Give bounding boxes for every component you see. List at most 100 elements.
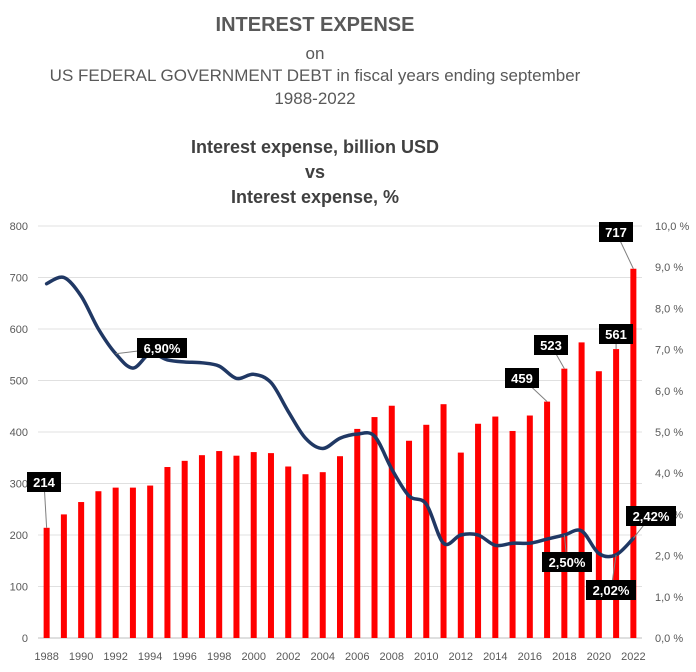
bar: [371, 417, 378, 638]
bar: [423, 424, 430, 638]
bar: [164, 467, 171, 638]
y-right-tick-label: 5,0 %: [655, 427, 683, 439]
bar: [95, 491, 102, 638]
y-right-tick-label: 7,0 %: [655, 345, 683, 357]
bar: [181, 460, 188, 638]
y-axis-right: 0,0 %1,0 %2,0 %3,0 %4,0 %5,0 %6,0 %7,0 %…: [655, 221, 689, 645]
bar: [319, 472, 326, 638]
y-left-tick-label: 100: [10, 582, 28, 594]
callout-box: [599, 222, 633, 242]
y-left-tick-label: 0: [22, 633, 28, 645]
bar: [613, 349, 620, 638]
chart-title-line3: 1988-2022: [274, 89, 356, 108]
y-right-tick-label: 0,0 %: [655, 633, 683, 645]
bar: [267, 453, 274, 638]
bar: [544, 401, 551, 638]
bar: [233, 455, 240, 638]
bar: [492, 416, 499, 638]
callout-box: [27, 472, 61, 492]
data-label: 561: [605, 327, 627, 342]
x-tick-label: 1988: [34, 651, 58, 663]
data-label: 523: [540, 338, 562, 353]
bar: [250, 452, 257, 638]
bar: [147, 485, 154, 638]
x-tick-label: 2004: [311, 651, 335, 663]
x-tick-label: 2020: [587, 651, 611, 663]
bar: [216, 451, 223, 638]
data-label: 2,50%: [549, 555, 586, 570]
x-axis: 1988 1990 1992 1994 1996 1998 2000 2002 2004 2006…: [34, 651, 645, 663]
x-tick-label: 1998: [207, 651, 231, 663]
bar: [43, 527, 50, 638]
data-labels: 214 459 523 561 717 6,90% 2,50% 2,02% 2,42%: [27, 222, 676, 600]
bar: [78, 502, 85, 638]
x-tick-label: 1996: [172, 651, 196, 663]
x-tick-label: 2010: [414, 651, 438, 663]
chart-title-line1: on: [305, 44, 325, 63]
data-label: 2,02%: [593, 583, 630, 598]
callout-box: [542, 552, 592, 572]
y-left-tick-label: 200: [10, 530, 28, 542]
chart-subtitle-3: Interest expense, %: [230, 187, 400, 207]
bar: [337, 456, 343, 638]
y-left-tick-label: 300: [10, 479, 28, 491]
data-label: 717: [605, 225, 627, 240]
data-label: 6,90%: [144, 341, 181, 356]
x-tick-label: 2014: [483, 651, 507, 663]
x-tick-label: 2022: [621, 651, 645, 663]
x-tick-label: 2006: [345, 651, 369, 663]
bar: [475, 423, 482, 638]
x-tick-label: 2018: [552, 651, 576, 663]
y-left-tick-label: 500: [10, 376, 28, 388]
callout-box: [599, 324, 633, 344]
bar: [302, 474, 309, 638]
chart-subtitle-2: vs: [304, 162, 326, 182]
bar: [388, 405, 395, 638]
y-right-tick-label: 8,0 %: [655, 303, 683, 315]
callout-box: [137, 338, 187, 358]
data-label: 2,42%: [633, 509, 670, 524]
y-right-tick-label: 10,0 %: [655, 221, 689, 233]
x-tick-label: 1992: [103, 651, 127, 663]
x-tick-label: 1990: [69, 651, 93, 663]
bar: [595, 371, 602, 638]
callout-box: [586, 580, 636, 600]
bar: [285, 466, 292, 638]
bar: [198, 455, 205, 638]
y-left-tick-label: 600: [10, 324, 28, 336]
bar: [630, 268, 637, 638]
bar: [578, 342, 585, 638]
chart-subtitle-1: Interest expense, billion USD: [190, 137, 440, 157]
chart-title-line2: US FEDERAL GOVERNMENT DEBT in fiscal yea…: [49, 66, 581, 85]
bar: [561, 368, 568, 638]
y-left-tick-label: 700: [10, 273, 28, 285]
x-tick-label: 1994: [138, 651, 162, 663]
y-axis-left: 0 100 200 300 400 500 600 700 800: [10, 221, 28, 645]
x-tick-label: 2016: [518, 651, 542, 663]
bar: [509, 430, 516, 638]
bar: [440, 404, 447, 638]
bar: [112, 487, 119, 638]
y-right-tick-label: 9,0 %: [655, 262, 683, 274]
x-tick-label: 2008: [380, 651, 404, 663]
bar: [354, 428, 361, 638]
data-label: 459: [511, 371, 533, 386]
bar: [60, 514, 67, 638]
bar: [129, 487, 136, 638]
callout-box: [505, 368, 539, 388]
y-right-tick-label: 6,0 %: [655, 386, 683, 398]
y-right-tick-label: 1,0 %: [655, 592, 683, 604]
y-right-tick-label: 4,0 %: [655, 468, 683, 480]
bar-series: [43, 268, 637, 638]
chart-title: INTEREST EXPENSE: [215, 14, 415, 36]
y-left-tick-label: 800: [10, 221, 28, 233]
bar: [406, 440, 413, 638]
y-right-tick-label: 2,0 %: [655, 551, 683, 563]
x-tick-label: 2002: [276, 651, 300, 663]
y-left-tick-label: 400: [10, 427, 28, 439]
bar: [457, 452, 464, 638]
data-label: 214: [33, 475, 55, 490]
callout-box: [534, 335, 568, 355]
x-tick-label: 2000: [241, 651, 265, 663]
